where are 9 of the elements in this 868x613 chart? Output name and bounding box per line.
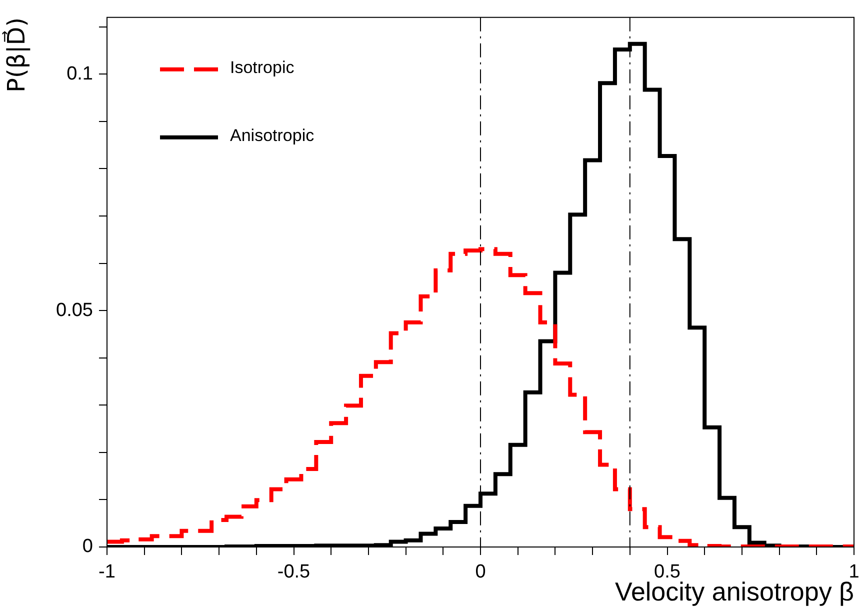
y-axis-title: P(β|D⃗) — [1, 17, 31, 92]
x-tick-label: -0.5 — [277, 562, 310, 583]
x-tick-label: -1 — [98, 562, 116, 583]
legend-label: Isotropic — [230, 58, 295, 78]
x-tick-label: 0 — [475, 562, 486, 583]
legend-label: Anisotropic — [230, 126, 315, 146]
y-tick-label: 0 — [82, 536, 93, 558]
y-tick-label: 0.05 — [56, 300, 93, 321]
y-tick-label: 0.1 — [66, 63, 93, 84]
